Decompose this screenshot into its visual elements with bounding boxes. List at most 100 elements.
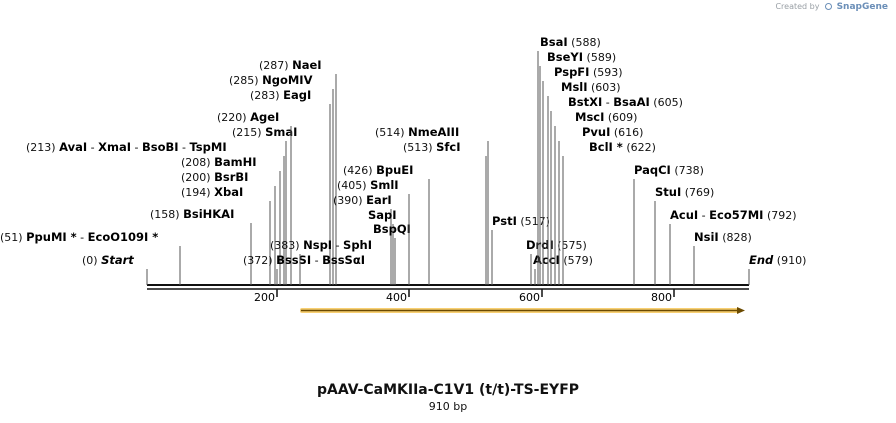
site-position: (622)	[626, 141, 656, 154]
restriction-site[interactable]: BspQI	[373, 222, 411, 285]
site-label[interactable]: (513) SfcI	[403, 140, 460, 154]
site-label[interactable]: MscI (609)	[575, 110, 637, 124]
enzyme-name: BclI *	[589, 140, 623, 154]
enzyme-name: SmaI	[265, 125, 297, 139]
enzyme-name: NaeI	[292, 58, 321, 72]
enzyme-name: NmeAIII	[408, 125, 459, 139]
enzyme-name: BamHI	[214, 155, 256, 169]
enzyme-name: End	[749, 253, 774, 267]
site-label[interactable]: (194) XbaI	[181, 185, 243, 199]
site-label[interactable]: PvuI (616)	[582, 125, 643, 139]
site-label[interactable]: (158) BsiHKAI	[150, 207, 234, 221]
restriction-site[interactable]: NsiI (828)	[693, 230, 752, 285]
site-label[interactable]: (514) NmeAIII	[375, 125, 459, 139]
restriction-site[interactable]: MslI (603)	[547, 80, 621, 285]
enzyme-name: Eco57MI	[709, 208, 763, 222]
enzyme-name: BspQI	[373, 222, 411, 236]
site-label[interactable]: (200) BsrBI	[181, 170, 248, 184]
site-label[interactable]: BseYI (589)	[547, 50, 616, 64]
site-position: (579)	[563, 254, 593, 267]
restriction-site[interactable]: (383) NspI - SphI	[270, 238, 372, 285]
site-label[interactable]: NsiI (828)	[694, 230, 752, 244]
site-label[interactable]: StuI (769)	[655, 185, 714, 199]
restriction-site[interactable]: (0) Start	[82, 253, 148, 285]
restriction-site[interactable]: (514) NmeAIII	[375, 125, 489, 285]
site-position: (285)	[229, 74, 259, 87]
site-label[interactable]: (383) NspI - SphI	[270, 238, 372, 252]
restriction-site[interactable]: BsaI (588)	[537, 35, 601, 285]
site-label[interactable]: (220) AgeI	[217, 110, 279, 124]
site-label[interactable]: (372) BssSI - BssSαI	[243, 253, 365, 267]
restriction-site[interactable]: AcuI - Eco57MI (792)	[669, 208, 797, 285]
enzyme-name: EcoO109I *	[88, 230, 159, 244]
ruler-tick-label: 600	[519, 291, 540, 304]
restriction-site[interactable]: BseYI (589)	[539, 50, 616, 285]
restriction-site[interactable]: (158) BsiHKAI	[150, 207, 252, 285]
restriction-site[interactable]: (390) EarI	[333, 193, 392, 285]
restriction-site[interactable]: (194) XbaI	[181, 185, 271, 285]
restriction-site[interactable]: MscI (609)	[554, 110, 637, 285]
site-label[interactable]: (51) PpuMI * - EcoO109I *	[0, 230, 158, 244]
restriction-site[interactable]: (426) BpuEI	[343, 163, 430, 285]
restriction-site[interactable]: (213) AvaI - XmaI - BsoBI - TspMI	[26, 140, 285, 285]
site-label[interactable]: BspQI	[373, 222, 411, 236]
enzyme-name: NsiI	[694, 230, 719, 244]
enzyme-name: AcuI	[670, 208, 698, 222]
site-label[interactable]: (283) EagI	[250, 88, 311, 102]
restriction-site[interactable]: PspFI (593)	[542, 65, 623, 285]
restriction-site[interactable]: (287) NaeI	[259, 58, 337, 285]
site-label[interactable]: (426) BpuEI	[343, 163, 413, 177]
restriction-site[interactable]: (513) SfcI	[403, 140, 487, 285]
site-label[interactable]: BclI * (622)	[589, 140, 656, 154]
enzyme-name: PspFI	[554, 65, 589, 79]
restriction-site[interactable]: SapI	[368, 208, 397, 285]
site-label[interactable]: (215) SmaI	[232, 125, 297, 139]
site-label[interactable]: (287) NaeI	[259, 58, 322, 72]
site-position: (738)	[674, 164, 704, 177]
restriction-site[interactable]: BstXI - BsaAI (605)	[550, 95, 683, 285]
site-label[interactable]: BsaI (588)	[540, 35, 601, 49]
site-position: (792)	[767, 209, 797, 222]
site-position: (589)	[587, 51, 617, 64]
site-label[interactable]: SapI	[368, 208, 397, 222]
site-label[interactable]: BstXI - BsaAI (605)	[568, 95, 683, 109]
enzyme-name: SphI	[343, 238, 372, 252]
restriction-site[interactable]: BclI * (622)	[562, 140, 656, 285]
enzyme-name: PvuI	[582, 125, 610, 139]
restriction-site[interactable]: (220) AgeI	[217, 110, 292, 285]
restriction-site[interactable]: (405) SmlI	[337, 178, 410, 285]
feature-arrow-head[interactable]	[737, 307, 745, 314]
restriction-site[interactable]: DrdI (575)	[526, 238, 587, 285]
site-label[interactable]: (208) BamHI	[181, 155, 257, 169]
restriction-site[interactable]: (51) PpuMI * - EcoO109I *	[0, 230, 181, 285]
restriction-site[interactable]: End (910)	[748, 253, 806, 285]
credit-brand: SnapGene	[836, 2, 888, 12]
site-label[interactable]: DrdI (575)	[526, 238, 587, 252]
site-label[interactable]: (0) Start	[82, 253, 134, 267]
restriction-site[interactable]: StuI (769)	[654, 185, 714, 285]
site-position: (0)	[82, 254, 98, 267]
site-label[interactable]: (390) EarI	[333, 193, 392, 207]
site-label[interactable]: AcuI - Eco57MI (792)	[670, 208, 797, 222]
restriction-site[interactable]: (283) EagI	[250, 88, 331, 285]
site-label[interactable]: (405) SmlI	[337, 178, 399, 192]
restriction-site[interactable]: (208) BamHI	[181, 155, 281, 285]
site-label[interactable]: PaqCI (738)	[634, 163, 704, 177]
site-label[interactable]: (285) NgoMIV	[229, 73, 313, 87]
restriction-site[interactable]: (215) SmaI	[232, 125, 297, 285]
restriction-site[interactable]: (372) BssSI - BssSαI	[243, 253, 365, 285]
restriction-site[interactable]: PaqCI (738)	[633, 163, 704, 285]
site-label[interactable]: MslI (603)	[561, 80, 621, 94]
site-position: (405)	[337, 179, 367, 192]
restriction-site[interactable]: PvuI (616)	[558, 125, 643, 285]
restriction-site[interactable]: (200) BsrBI	[181, 170, 276, 285]
enzyme-name: MscI	[575, 110, 604, 124]
restriction-site[interactable]: (285) NgoMIV	[229, 73, 334, 285]
site-label[interactable]: PstI (517)	[492, 214, 550, 228]
credit-prefix: Created by	[775, 2, 820, 11]
site-label[interactable]: PspFI (593)	[554, 65, 623, 79]
site-position: (158)	[150, 208, 180, 221]
site-label[interactable]: (213) AvaI - XmaI - BsoBI - TspMI	[26, 140, 227, 154]
enzyme-name: BsaI	[540, 35, 568, 49]
site-label[interactable]: End (910)	[749, 253, 806, 267]
